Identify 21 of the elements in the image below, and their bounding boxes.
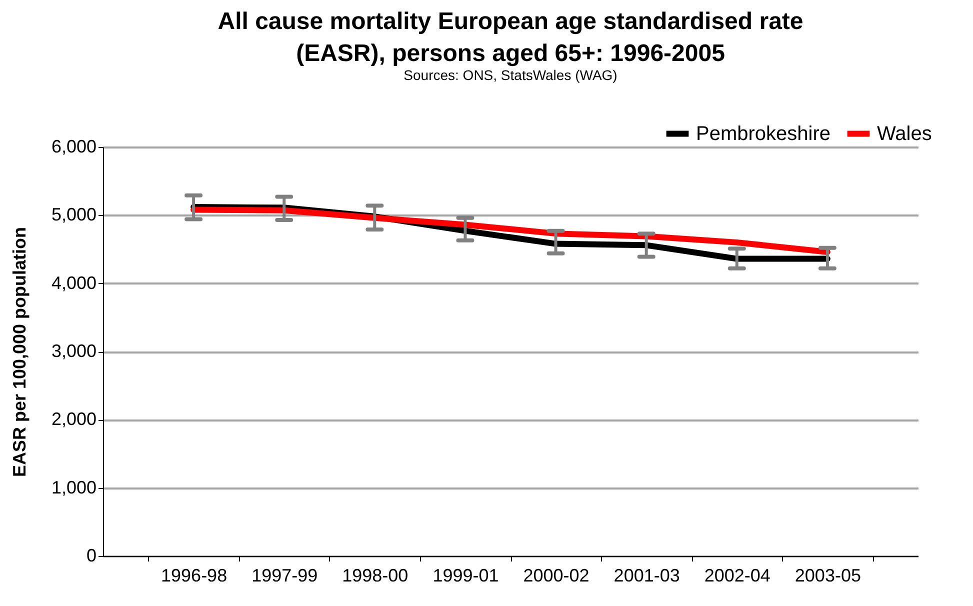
x-tick-label: 1996-98 (161, 566, 228, 586)
y-tick-label: 0 (86, 546, 96, 566)
x-tick-label: 1998-00 (342, 566, 408, 586)
x-tick-label: 2003-05 (794, 566, 861, 586)
y-tick-label: 3,000 (51, 341, 96, 361)
x-tick-label: 2001-03 (614, 566, 680, 586)
y-axis-title: EASR per 100,000 population (9, 226, 30, 478)
legend-label: Wales (877, 122, 932, 145)
x-tick-label: 1997-99 (252, 566, 318, 586)
x-tick-label: 2000-02 (523, 566, 590, 586)
legend-label: Pembrokeshire (696, 122, 831, 145)
y-tick-label: 2,000 (51, 409, 96, 430)
text: All cause mortality European age standardised rate (218, 8, 804, 35)
y-tick-label: 5,000 (51, 204, 96, 225)
y-tick-label: 1,000 (51, 477, 96, 498)
y-tick-label: 6,000 (51, 136, 96, 156)
text: (EASR), persons aged 65+: 1996-2005 (296, 40, 725, 67)
x-tick-label: 1999-01 (432, 566, 499, 586)
chart-subtitle: Sources: ONS, StatsWales (WAG) (404, 67, 618, 83)
y-tick-label: 4,000 (51, 272, 96, 293)
x-tick-label: 2002-04 (704, 566, 770, 586)
